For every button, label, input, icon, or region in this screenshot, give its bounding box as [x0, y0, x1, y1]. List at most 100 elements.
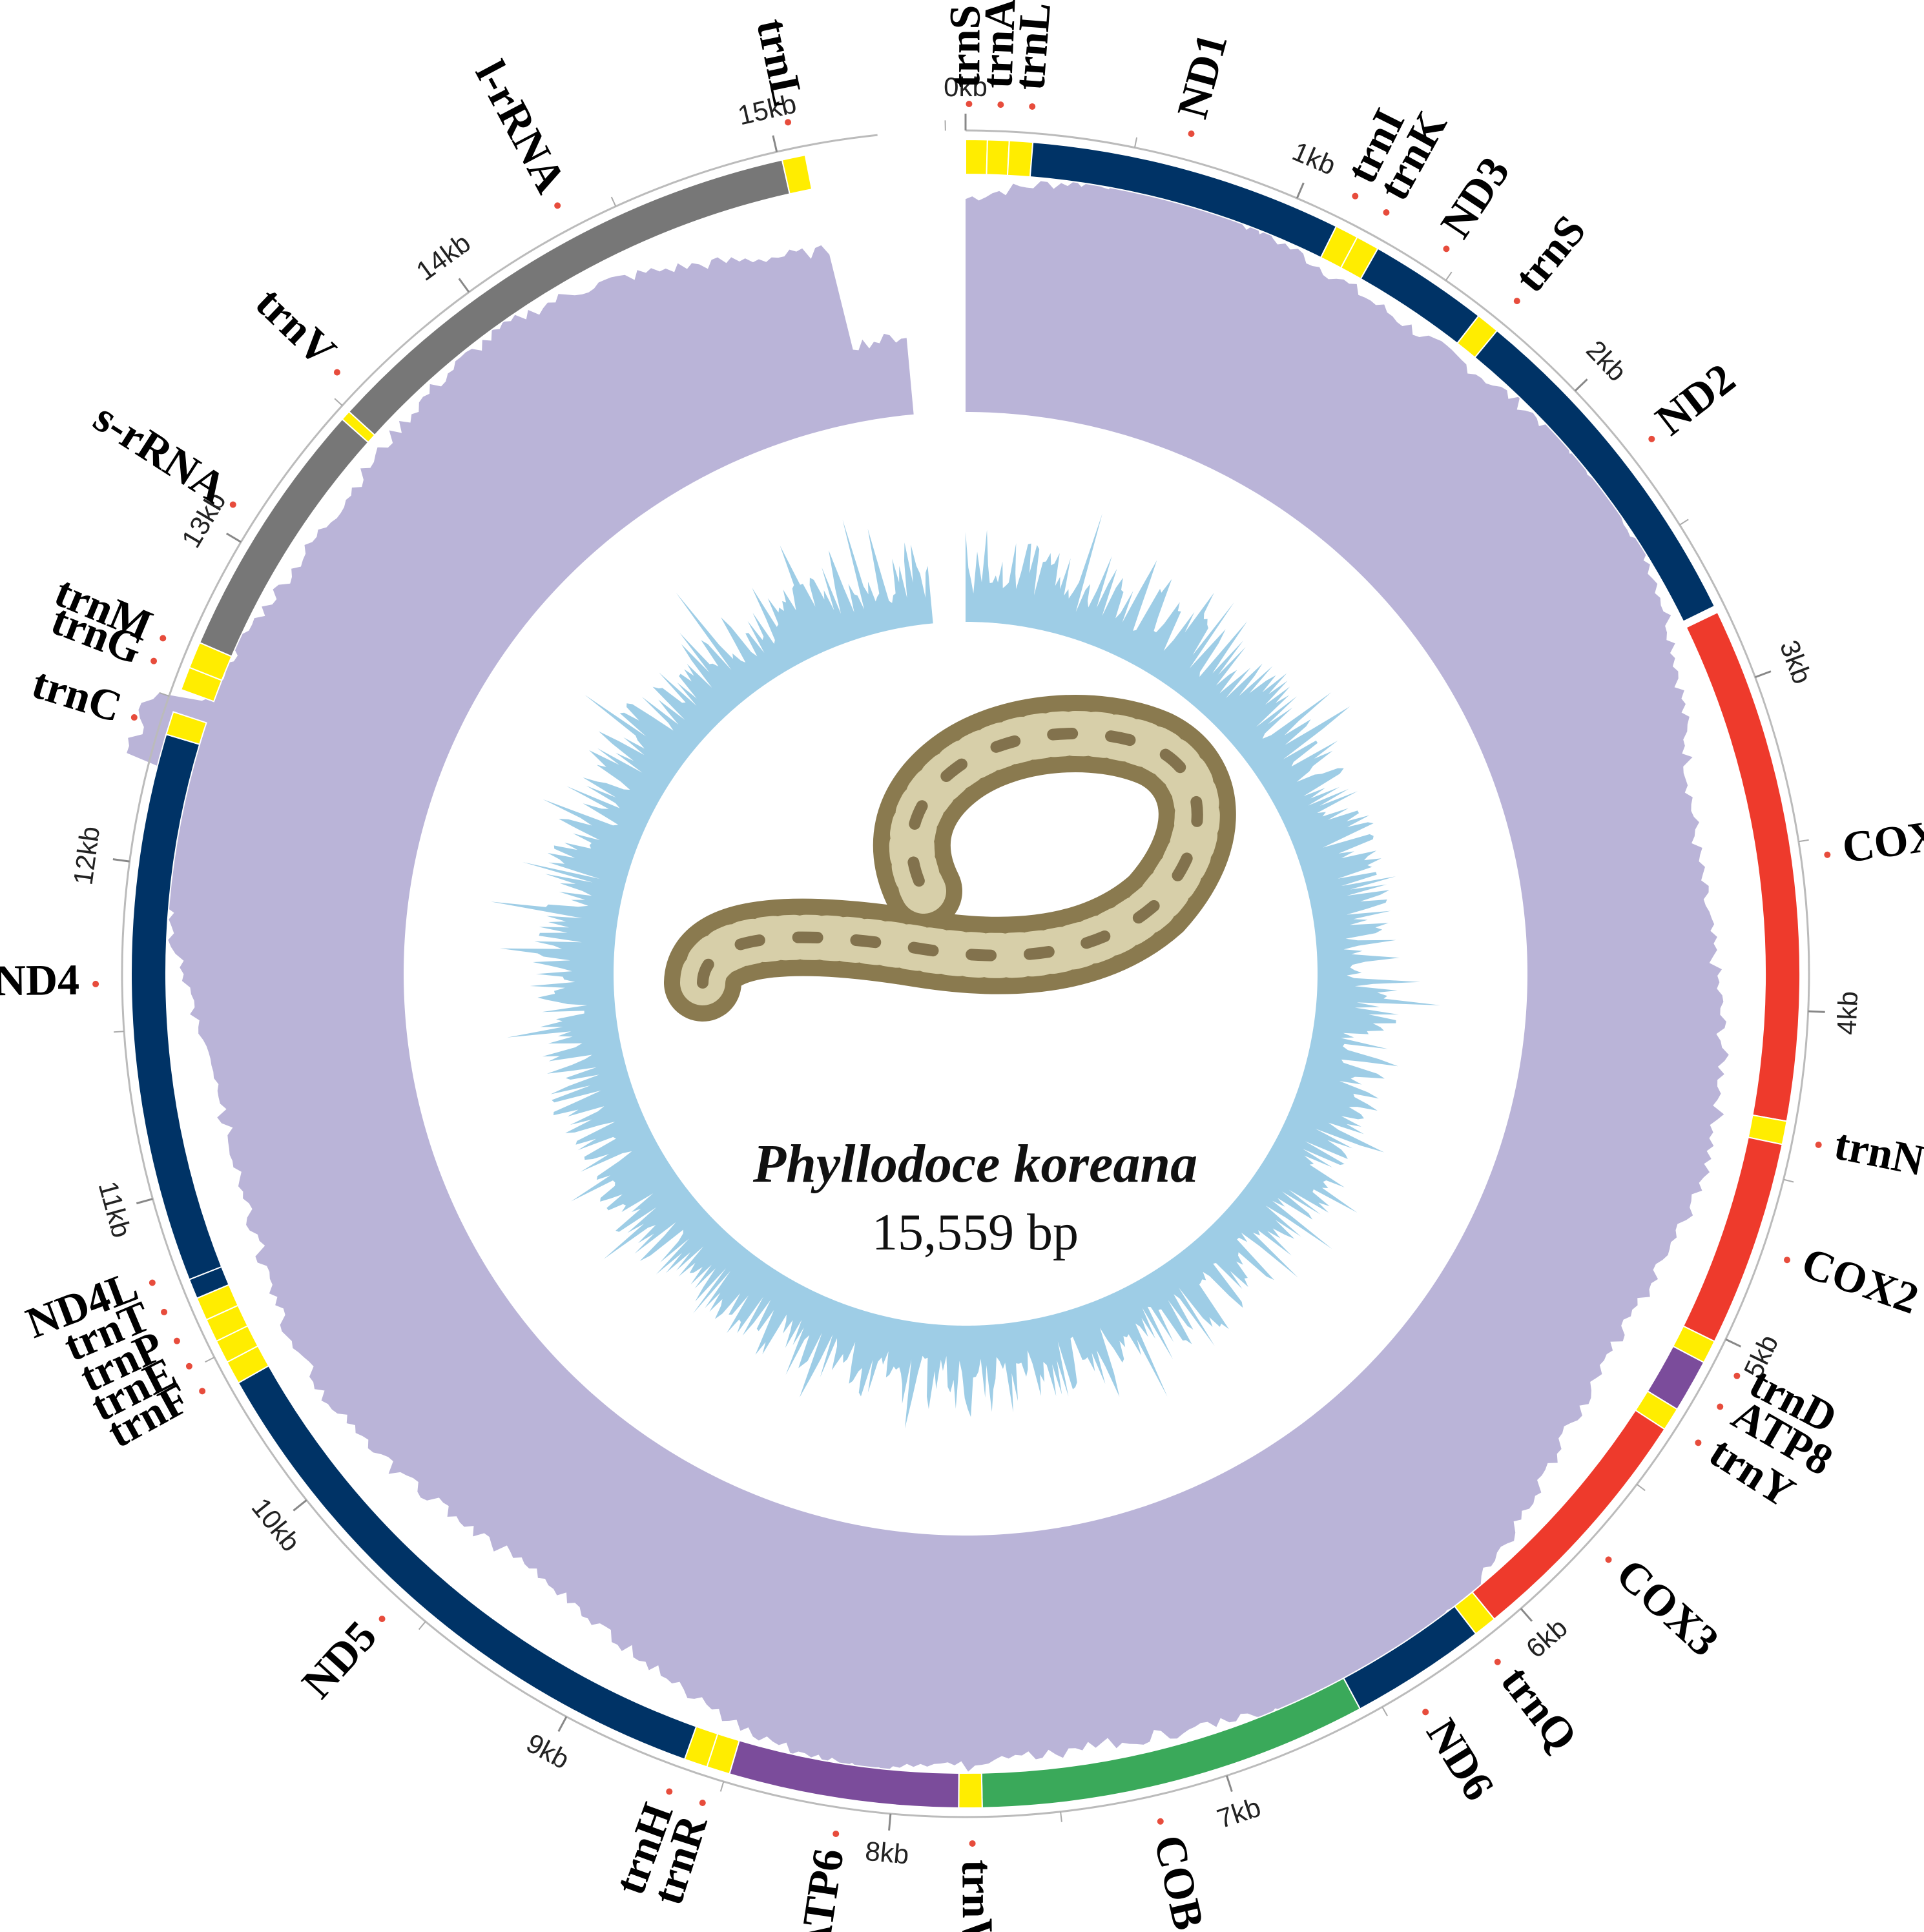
gene-label-nd3-6: ND3 [1431, 148, 1518, 246]
gene-marker [92, 980, 99, 987]
kb-tick [1808, 1010, 1825, 1013]
gene-marker [229, 501, 236, 508]
kb-tick [1725, 1338, 1741, 1348]
gene-label-s-rrna-33: s-rRNA [85, 393, 235, 513]
gene-marker [1188, 130, 1195, 138]
kb-minor-tick [418, 1621, 426, 1630]
kb-minor-tick [1636, 1483, 1646, 1492]
gene-block-trns-0 [965, 138, 988, 176]
kb-label: 12kb [67, 825, 105, 887]
gene-marker [966, 101, 973, 108]
gene-label-cox3-15: COX3 [1607, 1549, 1728, 1666]
gene-label-trna-1: trnA [972, 0, 1025, 89]
gene-marker [1422, 1709, 1429, 1716]
coverage-track [127, 178, 1729, 1773]
gene-label-trnl-2: trnL [1004, 1, 1060, 92]
outer-scale-ring [121, 129, 1810, 1818]
gene-marker [378, 1616, 386, 1623]
gene-label-trnw-19: trnW [953, 1860, 1002, 1932]
gene-marker [1443, 245, 1450, 252]
gene-label-cox2-11: COX2 [1796, 1238, 1924, 1324]
gene-marker [1513, 298, 1520, 305]
gene-marker [1733, 1372, 1741, 1379]
kb-minor-tick [205, 1357, 215, 1363]
kb-tick [458, 278, 470, 293]
gene-marker [150, 657, 158, 664]
kb-minor-tick [1133, 137, 1138, 148]
gene-label-nd1-3: ND1 [1167, 28, 1237, 123]
gene-marker [333, 369, 340, 376]
gene-block-trna-1 [986, 139, 1010, 176]
specimen-photo [664, 695, 1236, 1022]
kb-tick [1574, 378, 1588, 392]
kb-label: 8kb [864, 1836, 911, 1870]
gene-marker [149, 1279, 156, 1286]
gene-label-trnc-30: trnC [26, 658, 127, 732]
kb-tick [136, 1198, 153, 1205]
gene-marker [199, 1388, 206, 1395]
kb-tick [225, 532, 242, 543]
gene-label-trns-0: trnS [940, 5, 989, 88]
kb-label: 1kb [1288, 136, 1340, 181]
gene-marker [1648, 435, 1655, 442]
gene-marker [997, 101, 1004, 108]
kb-tick [1225, 1775, 1233, 1793]
kb-minor-tick [610, 196, 617, 207]
kb-label: 4kb [1831, 991, 1863, 1036]
kb-tick [1520, 1608, 1533, 1622]
gene-marker [160, 635, 167, 642]
kb-minor-tick [719, 1781, 725, 1792]
kb-tick [1755, 670, 1772, 679]
kb-tick [1296, 182, 1305, 199]
kb-tick [557, 1716, 568, 1732]
kb-minor-tick [1679, 519, 1689, 526]
gene-label-trns-7: trnS [1505, 206, 1595, 302]
gene-label-atp6-20: ATP6 [789, 1845, 853, 1932]
gene-marker [1783, 1257, 1790, 1264]
kb-minor-tick [159, 692, 170, 697]
kb-minor-tick [114, 1031, 125, 1033]
gene-marker [173, 1337, 180, 1344]
genome-length: 15,559 bp [872, 1204, 1079, 1261]
gene-block-trnl-36 [781, 154, 813, 195]
kb-label: 0kb [944, 72, 988, 102]
gene-marker [185, 1362, 192, 1370]
gene-marker [833, 1830, 840, 1837]
coverage-area [127, 178, 1729, 1773]
ring-outline [121, 129, 1810, 1818]
kb-label: 10kb [246, 1492, 307, 1557]
gene-marker [554, 202, 561, 209]
kb-minor-tick [1798, 839, 1809, 843]
gene-marker [785, 119, 792, 126]
gene-block-trnc-30 [165, 711, 207, 745]
gene-label-nd2-8: ND2 [1646, 353, 1744, 444]
gene-label-cob-18: COB [1145, 1831, 1214, 1932]
gene-label-cox1-9: COX1 [1839, 807, 1924, 872]
kb-label: 7kb [1214, 1792, 1265, 1834]
gene-marker [699, 1799, 706, 1806]
kb-minor-tick [1445, 271, 1453, 281]
gene-label-l-rrna-35: l-rRNA [466, 53, 576, 201]
gene-marker [1029, 103, 1036, 110]
gene-label-trnv-34: trnV [247, 278, 346, 376]
gene-marker [666, 1788, 673, 1795]
gene-marker [1157, 1818, 1164, 1825]
kb-tick [772, 135, 778, 152]
gene-marker [969, 1840, 976, 1847]
gene-label-trnn-10: trnN [1830, 1119, 1924, 1185]
gene-block-trnl-2 [1006, 139, 1034, 178]
gene-label-nd5-23: ND5 [292, 1611, 386, 1707]
gene-label-nd6-17: ND6 [1417, 1711, 1504, 1809]
gene-marker [1383, 209, 1390, 216]
kb-tick [888, 1813, 892, 1831]
kb-label: 11kb [93, 1178, 138, 1240]
gene-label-nd4-29: ND4 [0, 955, 79, 1005]
gene-marker [1494, 1658, 1501, 1665]
gene-marker [161, 1308, 168, 1315]
gene-ring [130, 138, 1801, 1809]
kb-tick [293, 1499, 307, 1512]
species-name: Phyllodoce koreana [752, 1134, 1197, 1194]
gene-label-trnq-16: trnQ [1492, 1657, 1588, 1760]
